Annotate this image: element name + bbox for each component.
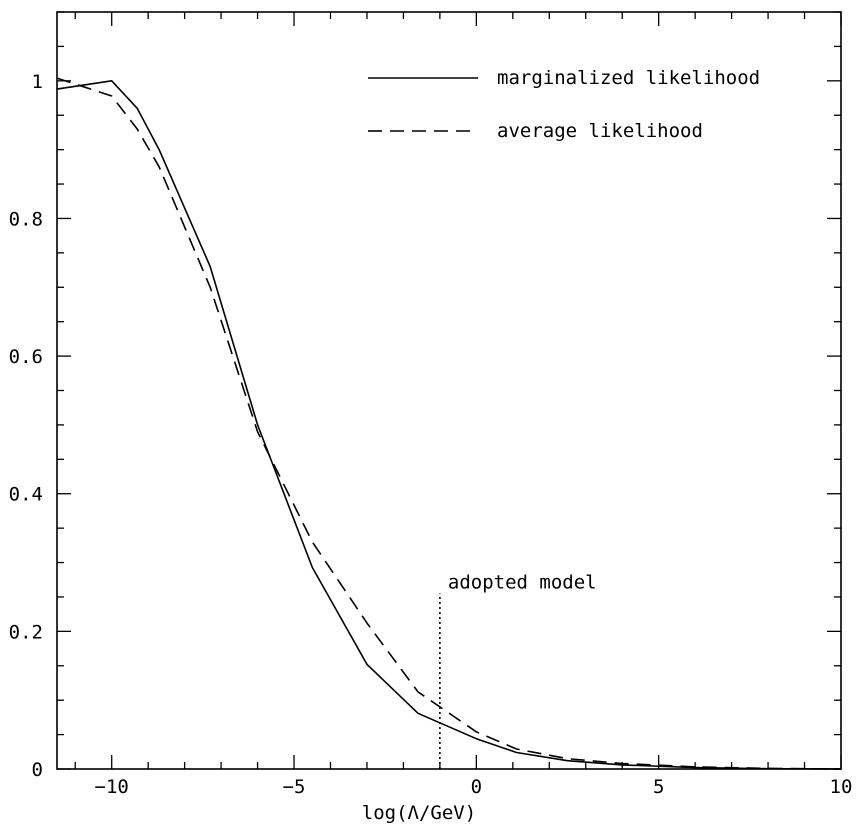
- tick-labels: −10 −5 0 5 10 0 0.2 0.4 0.6 0.8 1: [9, 71, 853, 798]
- x-tick-label: 5: [653, 776, 664, 798]
- y-tick-label: 0.6: [9, 346, 43, 368]
- y-tick-label: 0.4: [9, 484, 43, 506]
- y-tick-label: 0.2: [9, 621, 43, 643]
- axis-ticks: [57, 11, 842, 770]
- y-tick-label: 0.8: [9, 208, 43, 230]
- y-tick-label: 0: [32, 759, 43, 781]
- series-line-average: [56, 77, 842, 770]
- series-lines: [56, 77, 842, 770]
- y-tick-label: 1: [32, 71, 43, 93]
- x-axis-label: log(Λ/GeV): [362, 802, 476, 824]
- legend-label-marginalized: marginalized likelihood: [497, 67, 760, 89]
- legend: marginalized likelihood average likelihoo…: [368, 67, 760, 142]
- x-tick-label: −10: [95, 776, 129, 798]
- plot-frame: [56, 11, 842, 770]
- series-line-marginalized: [56, 80, 842, 770]
- annotations: adopted model: [439, 572, 597, 769]
- x-tick-label: −5: [283, 776, 306, 798]
- x-tick-label: 10: [830, 776, 853, 798]
- adopted-model-label: adopted model: [448, 572, 597, 594]
- legend-label-average: average likelihood: [497, 120, 703, 142]
- x-tick-label: 0: [471, 776, 482, 798]
